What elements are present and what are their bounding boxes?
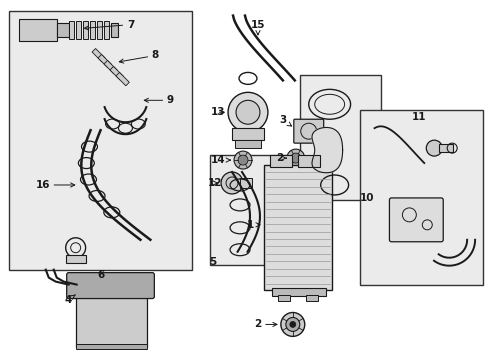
Bar [235, 140, 261, 148]
Text: 10: 10 [360, 193, 374, 203]
Bar [299, 75, 381, 200]
Bar [240, 178, 251, 188]
Bar [89, 21, 94, 39]
Text: 9: 9 [144, 95, 174, 105]
Circle shape [236, 100, 260, 124]
Bar [19, 19, 57, 41]
Text: 11: 11 [411, 112, 426, 122]
Bar [9, 11, 192, 270]
Bar [104, 60, 117, 74]
Bar [76, 21, 81, 39]
Bar [96, 21, 102, 39]
Circle shape [227, 92, 267, 132]
Text: 14: 14 [210, 155, 230, 165]
FancyBboxPatch shape [388, 198, 442, 242]
Bar [359, 110, 482, 285]
Bar [116, 72, 129, 86]
Circle shape [221, 172, 243, 194]
Bar [76, 283, 147, 347]
Bar [98, 54, 111, 68]
Circle shape [290, 153, 300, 163]
Bar [76, 345, 147, 349]
Text: 15: 15 [250, 19, 264, 35]
Text: 6: 6 [97, 270, 104, 280]
Text: 16: 16 [36, 180, 75, 190]
Bar [92, 49, 105, 62]
Bar [269, 155, 291, 167]
Text: 1: 1 [246, 220, 260, 230]
FancyBboxPatch shape [66, 273, 154, 298]
Circle shape [280, 312, 304, 336]
Text: 7: 7 [84, 19, 134, 30]
Bar [65, 255, 85, 263]
Circle shape [426, 140, 441, 156]
Bar [82, 21, 87, 39]
Text: 8: 8 [119, 50, 159, 63]
Bar [305, 294, 317, 301]
Text: 5: 5 [209, 257, 216, 267]
Text: 3: 3 [279, 115, 291, 126]
Bar [271, 288, 325, 296]
Circle shape [286, 149, 304, 167]
Circle shape [289, 321, 295, 328]
Text: 12: 12 [207, 178, 222, 188]
Text: 4: 4 [65, 294, 75, 305]
Bar [110, 67, 123, 80]
Circle shape [234, 151, 251, 169]
Circle shape [238, 155, 247, 165]
FancyBboxPatch shape [293, 119, 323, 143]
Bar [68, 21, 74, 39]
Text: 2: 2 [254, 319, 276, 329]
Bar [232, 128, 264, 140]
Bar [264, 165, 331, 289]
Text: 13: 13 [210, 107, 225, 117]
Bar [210, 155, 307, 265]
Bar [297, 155, 319, 167]
Bar [110, 23, 118, 37]
Bar [438, 144, 452, 152]
Bar [57, 23, 68, 37]
Bar [277, 294, 289, 301]
Circle shape [285, 318, 299, 332]
Polygon shape [311, 127, 342, 173]
Text: 2: 2 [276, 153, 286, 163]
Bar [103, 21, 108, 39]
